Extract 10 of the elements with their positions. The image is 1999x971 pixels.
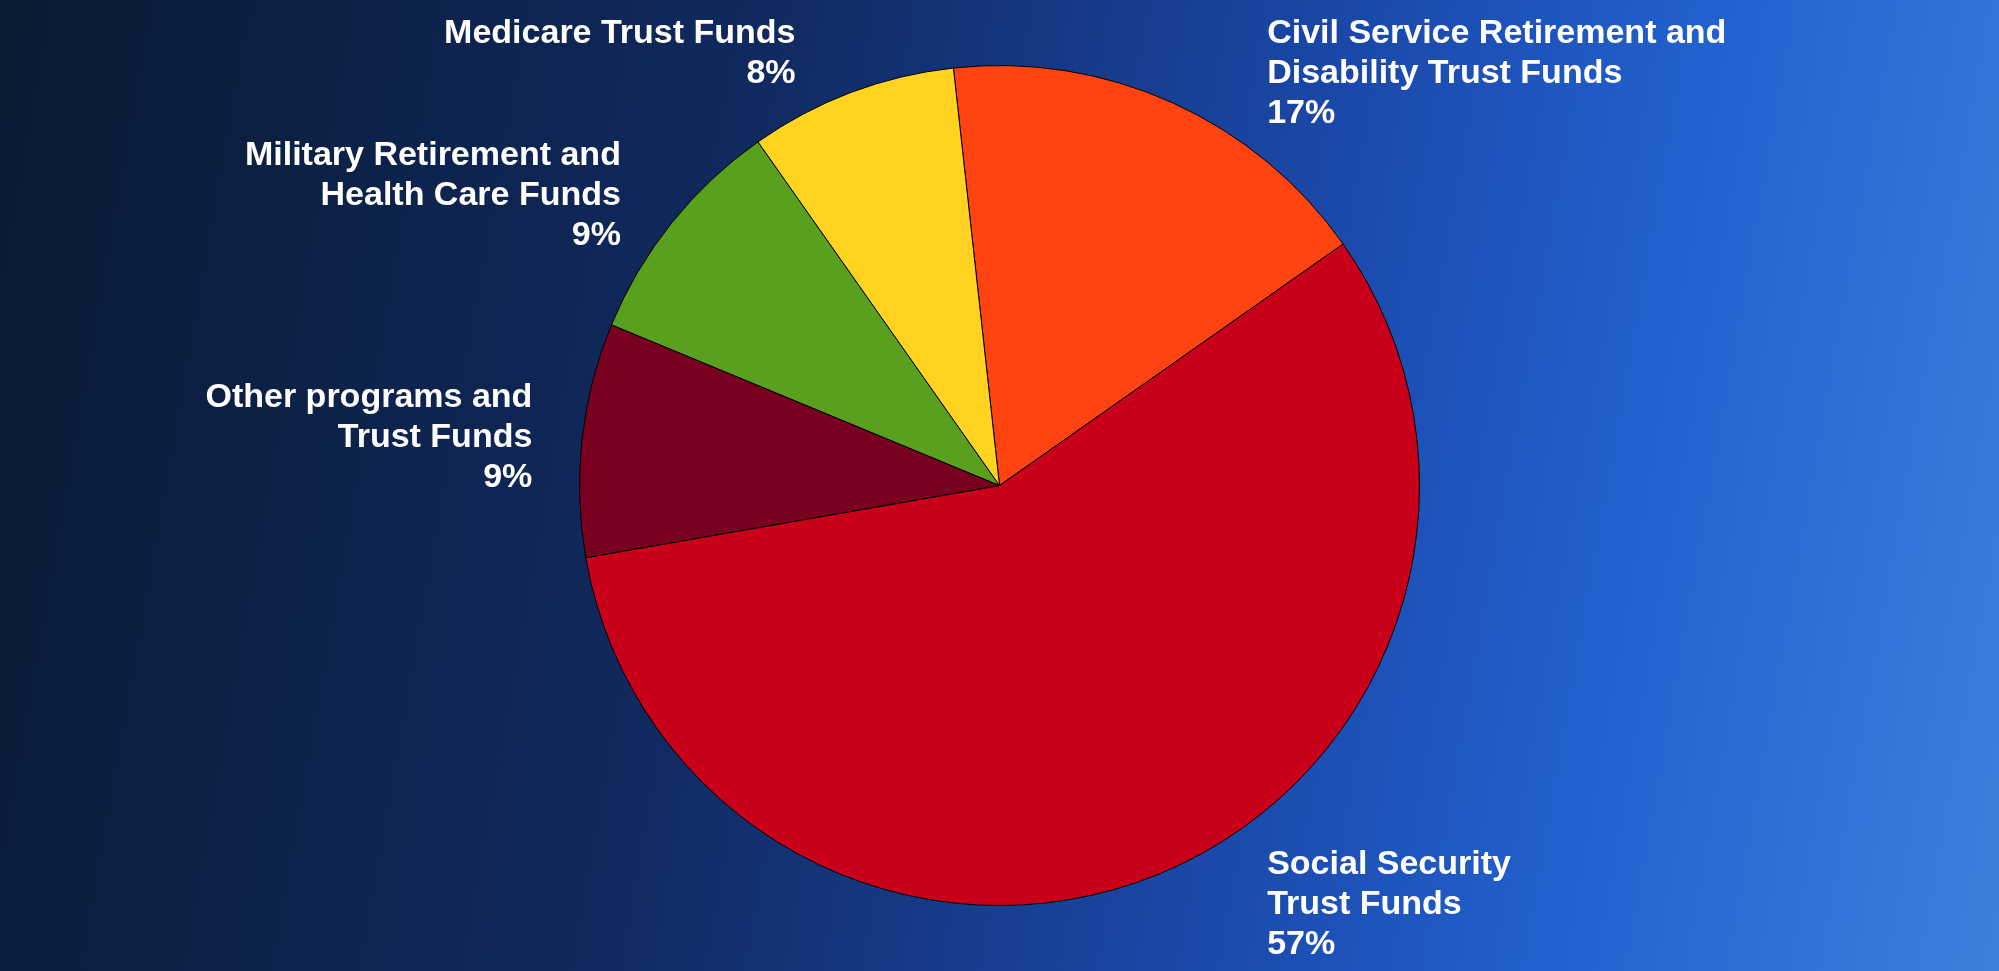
data-label: 17% [1267, 92, 1336, 130]
slice-label: Medicare Trust Funds [444, 12, 796, 50]
slice-label: Military Retirement and Health Care Funds [244, 133, 621, 212]
data-label: 9% [571, 213, 621, 252]
data-label: 57% [1267, 923, 1336, 961]
slice-label: Social Security Trust Funds [1267, 843, 1512, 921]
slice-label: Civil Service Retirement and Disability Trust Funds [1267, 12, 1727, 90]
slice-label: Other programs and Trust Funds [205, 375, 533, 454]
data-label: 9% [483, 455, 533, 494]
data-label: 8% [746, 52, 796, 90]
